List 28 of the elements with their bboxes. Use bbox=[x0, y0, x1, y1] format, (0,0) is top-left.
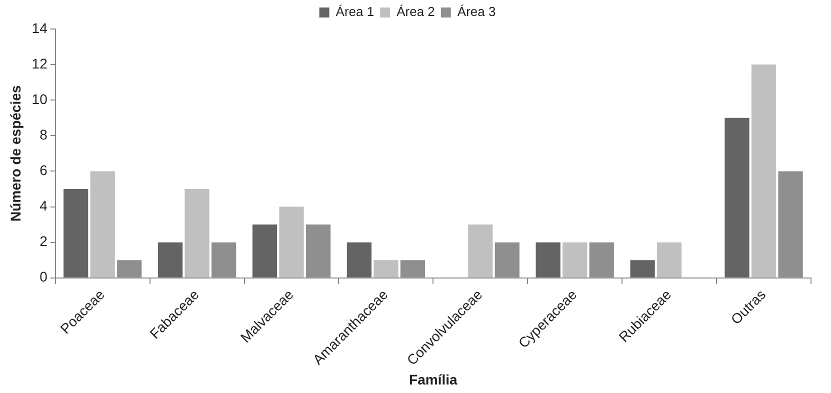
y-tick-label: 10 bbox=[32, 90, 48, 107]
y-tick-label: 2 bbox=[40, 233, 48, 250]
legend-label: Área 1 bbox=[336, 4, 374, 20]
bar bbox=[346, 242, 372, 278]
y-tick-label: 6 bbox=[40, 162, 48, 178]
bar bbox=[279, 206, 304, 278]
bar bbox=[374, 260, 398, 278]
legend-label: Área 3 bbox=[457, 4, 496, 20]
bar bbox=[657, 242, 682, 278]
bar bbox=[562, 242, 588, 278]
bar bbox=[630, 260, 655, 278]
bar bbox=[158, 242, 183, 278]
x-axis-title: Família bbox=[409, 371, 458, 388]
y-tick-label: 4 bbox=[40, 198, 48, 214]
bar bbox=[468, 224, 493, 278]
bar bbox=[252, 224, 278, 278]
legend-label: Área 2 bbox=[396, 4, 435, 20]
y-tick-label: 14 bbox=[32, 20, 48, 36]
bar bbox=[724, 118, 750, 278]
y-tick-label: 12 bbox=[32, 55, 48, 72]
y-tick-label: 8 bbox=[40, 126, 48, 143]
y-tick-label: 0 bbox=[40, 268, 48, 285]
bar bbox=[751, 64, 776, 278]
bar bbox=[64, 188, 88, 278]
bar bbox=[184, 188, 210, 278]
bar bbox=[90, 171, 115, 278]
bar bbox=[536, 242, 560, 278]
y-axis-title: Número de espécies bbox=[7, 85, 24, 222]
